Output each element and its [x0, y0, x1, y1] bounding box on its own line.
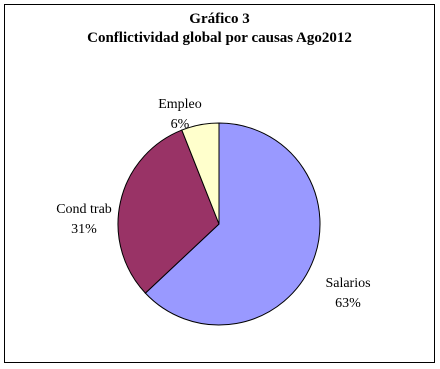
pie-slice-cond-trab: [117, 129, 220, 294]
slice-label-salarios: Salarios: [325, 276, 370, 291]
chart-subtitle: Conflictividad global por causas Ago2012: [87, 30, 352, 46]
slice-value-empleo: 6%: [171, 117, 190, 132]
slice-value-cond-trab: 31%: [71, 222, 97, 237]
slice-value-salarios: 63%: [335, 296, 361, 311]
chart-title: Gráfico 3: [189, 11, 250, 27]
pie-slice-salarios: [144, 122, 321, 326]
slice-label-empleo: Empleo: [158, 97, 202, 112]
slice-label-cond-trab: Cond trab: [56, 202, 112, 217]
pie-slice-empleo: [181, 122, 220, 225]
